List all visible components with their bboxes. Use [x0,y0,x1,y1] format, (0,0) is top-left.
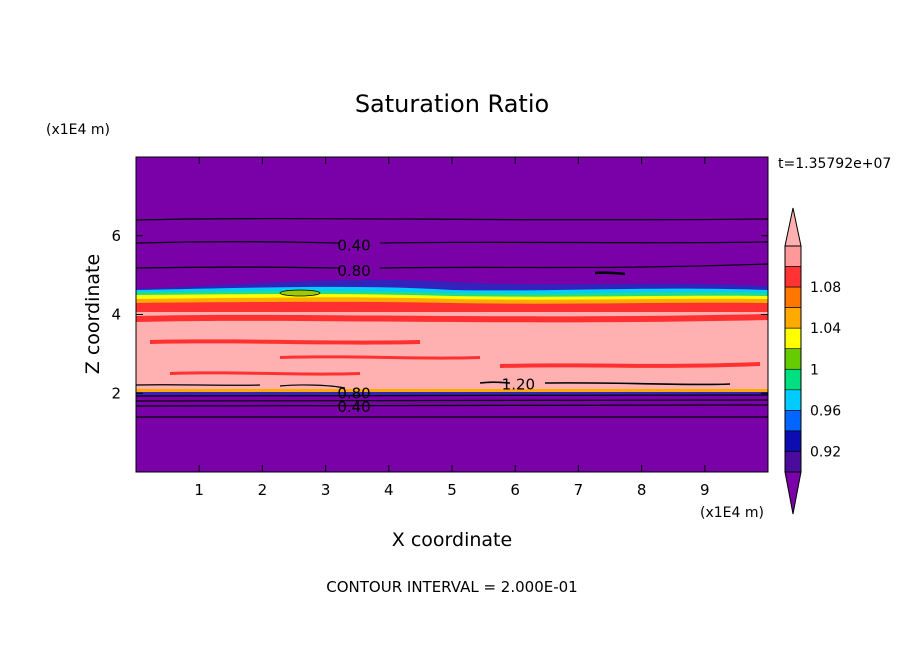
y-tick-label: 6 [111,227,121,245]
contour-line-080-lower [136,394,768,397]
contour-labels: 0.400.801.200.800.40 [337,237,535,416]
band-bottom-blue [136,392,768,395]
blob-green [279,289,321,297]
colorbar-label: 1.08 [810,280,841,296]
contour-field [136,157,768,472]
colorbar-segment [784,410,802,432]
chart-title: Saturation Ratio [355,90,549,118]
colorbar-frame [784,245,802,473]
streak-red-5 [170,371,360,376]
band-pink [136,312,768,390]
colorbar-segment [784,368,802,391]
y-tick-label: 2 [111,384,121,402]
contour-line-040-upper [136,241,768,244]
contour-line-040-lower [136,404,768,407]
colorbar-segment [784,266,802,288]
colorbar-bottom-arrow [784,471,802,515]
contour-label: 0.80 [337,262,370,280]
streak-red-4 [500,362,760,368]
colorbar-segments [784,245,802,473]
colorbar-label: 1 [810,362,819,378]
colorbar-segment [784,286,802,308]
colorbar: 1.08 1.04 1 0.96 0.92 [784,207,841,515]
x-tick-label: 9 [700,481,710,499]
colorbar-segment [784,348,802,370]
contour-interval-footer: CONTOUR INTERVAL = 2.000E-01 [326,578,577,596]
x-tick-label: 2 [258,481,268,499]
y-axis-label: Z coordinate [82,254,104,374]
x-tick-label: 3 [321,481,331,499]
time-label: t=1.35792e+07 [778,156,891,172]
colorbar-segment [784,307,802,329]
contour-line-120-right [479,381,731,386]
y-tick-label: 4 [111,306,121,324]
colorbar-segment [784,327,802,350]
x-tick-label: 4 [384,481,394,499]
contour-line-top [136,217,768,221]
contour-lines [136,217,768,418]
x-tick-label: 1 [194,481,204,499]
colorbar-segment [784,430,802,452]
contour-label: 0.40 [337,398,370,416]
contour-line-bottom [136,416,768,418]
contour-line-120-left [136,384,346,389]
x-tick-label: 7 [574,481,584,499]
colorbar-segment [784,245,802,267]
colorbar-segment [784,451,802,473]
colorbar-label: 0.92 [810,444,841,460]
y-axis-ticks: 2 4 6 [111,227,768,402]
colorbar-top-arrow [784,207,802,247]
contour-line-lower-a [136,399,768,402]
contour-label: 0.80 [337,384,370,402]
streak-red-3 [280,355,480,360]
colorbar-label: 0.96 [810,403,841,419]
x-tick-label: 5 [447,481,457,499]
colorbar-segment [784,389,802,411]
colorbar-label: 1.04 [810,321,841,337]
x-tick-label: 8 [637,481,647,499]
x-tick-label: 6 [510,481,520,499]
x-axis-label: X coordinate [392,529,512,551]
contour-label: 0.40 [337,237,370,255]
colorbar-labels: 1.08 1.04 1 0.96 0.92 [810,280,841,460]
streak-red-1 [136,314,768,323]
x-unit-label: (x1E4 m) [700,505,764,521]
streak-red-2 [150,339,420,345]
y-unit-label: (x1E4 m) [46,122,110,138]
contour-label: 1.20 [502,376,535,394]
band-bottom-orange [136,389,768,392]
contour-line-080-upper [136,263,768,269]
contour-line-closed [594,271,626,276]
x-axis-ticks: 1 2 3 4 5 6 7 8 9 [194,157,710,499]
